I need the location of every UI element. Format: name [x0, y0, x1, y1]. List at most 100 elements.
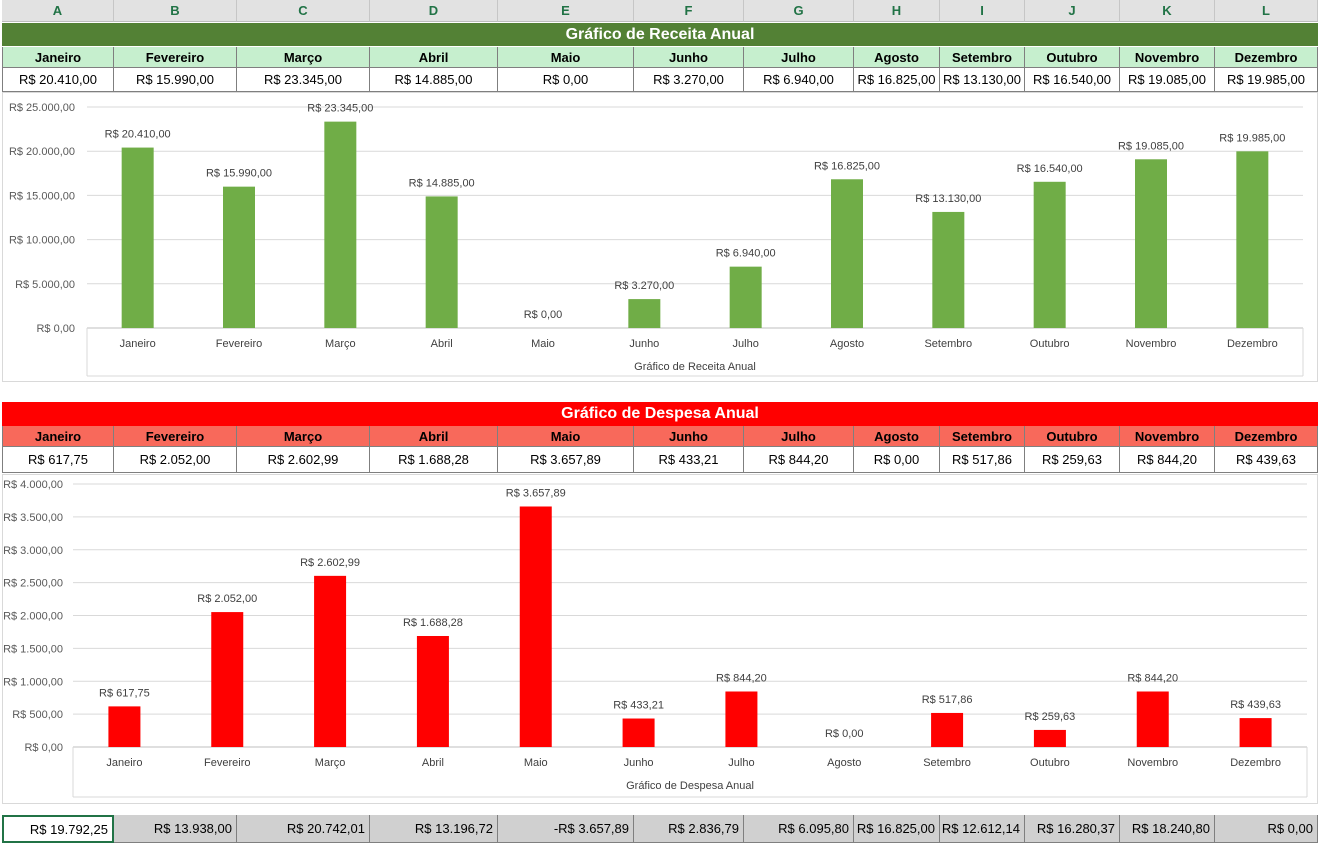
- bar-junho[interactable]: [622, 718, 655, 747]
- bar-maio[interactable]: [519, 506, 552, 747]
- saldo-cell-9[interactable]: R$ 16.280,37: [1025, 815, 1120, 843]
- despesa-month-cell-5[interactable]: Junho: [634, 426, 744, 447]
- saldo-cell-4[interactable]: -R$ 3.657,89: [498, 815, 634, 843]
- despesa-month-cell-10[interactable]: Novembro: [1120, 426, 1215, 447]
- receita-value-cell-0[interactable]: R$ 20.410,00: [2, 68, 114, 92]
- receita-value-cell-5[interactable]: R$ 3.270,00: [634, 68, 744, 92]
- receita-value-cell-7[interactable]: R$ 16.825,00: [854, 68, 940, 92]
- bar-dezembro[interactable]: [1236, 151, 1269, 328]
- column-header-H[interactable]: H: [854, 0, 940, 22]
- column-header-L[interactable]: L: [1215, 0, 1318, 22]
- despesa-month-cell-4[interactable]: Maio: [498, 426, 634, 447]
- receita-value-cell-3[interactable]: R$ 14.885,00: [370, 68, 498, 92]
- y-tick-label: R$ 0,00: [36, 323, 75, 335]
- receita-month-cell-5[interactable]: Junho: [634, 47, 744, 68]
- receita-value-cell-10[interactable]: R$ 19.085,00: [1120, 68, 1215, 92]
- despesa-month-cell-6[interactable]: Julho: [744, 426, 854, 447]
- receita-month-cell-6[interactable]: Julho: [744, 47, 854, 68]
- x-tick-label: Fevereiro: [216, 338, 262, 350]
- saldo-cell-6[interactable]: R$ 6.095,80: [744, 815, 854, 843]
- despesa-value-cell-11[interactable]: R$ 439,63: [1215, 447, 1318, 473]
- column-header-C[interactable]: C: [237, 0, 370, 22]
- column-header-J[interactable]: J: [1025, 0, 1120, 22]
- bar-setembro[interactable]: [931, 712, 964, 747]
- column-header-A[interactable]: A: [2, 0, 114, 22]
- saldo-cell-3[interactable]: R$ 13.196,72: [370, 815, 498, 843]
- despesa-month-cell-8[interactable]: Setembro: [940, 426, 1025, 447]
- saldo-cell-2[interactable]: R$ 20.742,01: [237, 815, 370, 843]
- receita-month-cell-8[interactable]: Setembro: [940, 47, 1025, 68]
- despesa-month-cell-11[interactable]: Dezembro: [1215, 426, 1318, 447]
- receita-month-cell-4[interactable]: Maio: [498, 47, 634, 68]
- column-header-I[interactable]: I: [940, 0, 1025, 22]
- despesa-value-cell-0[interactable]: R$ 617,75: [2, 447, 114, 473]
- receita-value-cell-6[interactable]: R$ 6.940,00: [744, 68, 854, 92]
- receita-month-cell-7[interactable]: Agosto: [854, 47, 940, 68]
- saldo-cell-8[interactable]: R$ 12.612,14: [940, 815, 1025, 843]
- despesa-value-cell-4[interactable]: R$ 3.657,89: [498, 447, 634, 473]
- receita-month-cell-1[interactable]: Fevereiro: [114, 47, 237, 68]
- receita-month-cell-2[interactable]: Março: [237, 47, 370, 68]
- receita-month-cell-11[interactable]: Dezembro: [1215, 47, 1318, 68]
- saldo-cell-11[interactable]: R$ 0,00: [1215, 815, 1318, 843]
- receita-chart[interactable]: R$ 0,00 R$ 5.000,00 R$ 10.000,00 R$ 15.000,…: [2, 92, 1318, 382]
- bar-janeiro[interactable]: [121, 147, 154, 328]
- bar-setembro[interactable]: [932, 211, 965, 328]
- bar-junho[interactable]: [628, 299, 661, 328]
- despesa-chart[interactable]: R$ 0,00 R$ 500,00 R$ 1.000,00 R$ 1.500,00 R$…: [2, 474, 1318, 804]
- bar-julho[interactable]: [729, 266, 762, 328]
- bar-novembro[interactable]: [1135, 159, 1167, 328]
- bar-março[interactable]: [324, 121, 357, 328]
- despesa-value-cell-2[interactable]: R$ 2.602,99: [237, 447, 370, 473]
- saldo-cell-10[interactable]: R$ 18.240,80: [1120, 815, 1215, 843]
- saldo-cell-0[interactable]: R$ 19.792,25: [2, 815, 114, 843]
- despesa-month-cell-3[interactable]: Abril: [370, 426, 498, 447]
- despesa-month-cell-0[interactable]: Janeiro: [2, 426, 114, 447]
- despesa-value-cell-5[interactable]: R$ 433,21: [634, 447, 744, 473]
- despesa-value-cell-9[interactable]: R$ 259,63: [1025, 447, 1120, 473]
- despesa-value-cell-1[interactable]: R$ 2.052,00: [114, 447, 237, 473]
- bar-fevereiro[interactable]: [223, 186, 255, 328]
- despesa-value-cell-10[interactable]: R$ 844,20: [1120, 447, 1215, 473]
- bar-abril[interactable]: [425, 196, 458, 328]
- column-header-K[interactable]: K: [1120, 0, 1215, 22]
- receita-value-cell-11[interactable]: R$ 19.985,00: [1215, 68, 1318, 92]
- despesa-value-cell-6[interactable]: R$ 844,20: [744, 447, 854, 473]
- receita-value-cell-9[interactable]: R$ 16.540,00: [1025, 68, 1120, 92]
- despesa-value-cell-3[interactable]: R$ 1.688,28: [370, 447, 498, 473]
- despesa-value-cell-7[interactable]: R$ 0,00: [854, 447, 940, 473]
- bar-outubro[interactable]: [1033, 729, 1066, 747]
- despesa-month-cell-7[interactable]: Agosto: [854, 426, 940, 447]
- despesa-month-cell-2[interactable]: Março: [237, 426, 370, 447]
- saldo-cell-5[interactable]: R$ 2.836,79: [634, 815, 744, 843]
- bar-agosto[interactable]: [831, 179, 863, 328]
- column-header-D[interactable]: D: [370, 0, 498, 22]
- bar-dezembro[interactable]: [1239, 718, 1272, 747]
- saldo-cell-7[interactable]: R$ 16.825,00: [854, 815, 940, 843]
- receita-month-cell-0[interactable]: Janeiro: [2, 47, 114, 68]
- bar-fevereiro[interactable]: [211, 612, 244, 747]
- despesa-value-cell-8[interactable]: R$ 517,86: [940, 447, 1025, 473]
- bar-novembro[interactable]: [1136, 691, 1169, 747]
- bar-janeiro[interactable]: [108, 706, 141, 747]
- column-header-E[interactable]: E: [498, 0, 634, 22]
- bar-julho[interactable]: [725, 691, 758, 747]
- column-header-B[interactable]: B: [114, 0, 237, 22]
- receita-month-cell-3[interactable]: Abril: [370, 47, 498, 68]
- receita-value-cell-4[interactable]: R$ 0,00: [498, 68, 634, 92]
- bar-março[interactable]: [314, 575, 347, 747]
- receita-value-cell-1[interactable]: R$ 15.990,00: [114, 68, 237, 92]
- bar-abril[interactable]: [416, 635, 449, 747]
- receita-month-cell-9[interactable]: Outubro: [1025, 47, 1120, 68]
- receita-value-cell-2[interactable]: R$ 23.345,00: [237, 68, 370, 92]
- data-label: R$ 3.270,00: [614, 280, 674, 292]
- bar-outubro[interactable]: [1033, 181, 1066, 328]
- despesa-month-cell-9[interactable]: Outubro: [1025, 426, 1120, 447]
- receita-value-cell-8[interactable]: R$ 13.130,00: [940, 68, 1025, 92]
- column-header-G[interactable]: G: [744, 0, 854, 22]
- despesa-month-cell-1[interactable]: Fevereiro: [114, 426, 237, 447]
- x-tick-label: Dezembro: [1230, 757, 1281, 769]
- receita-month-cell-10[interactable]: Novembro: [1120, 47, 1215, 68]
- column-header-F[interactable]: F: [634, 0, 744, 22]
- saldo-cell-1[interactable]: R$ 13.938,00: [114, 815, 237, 843]
